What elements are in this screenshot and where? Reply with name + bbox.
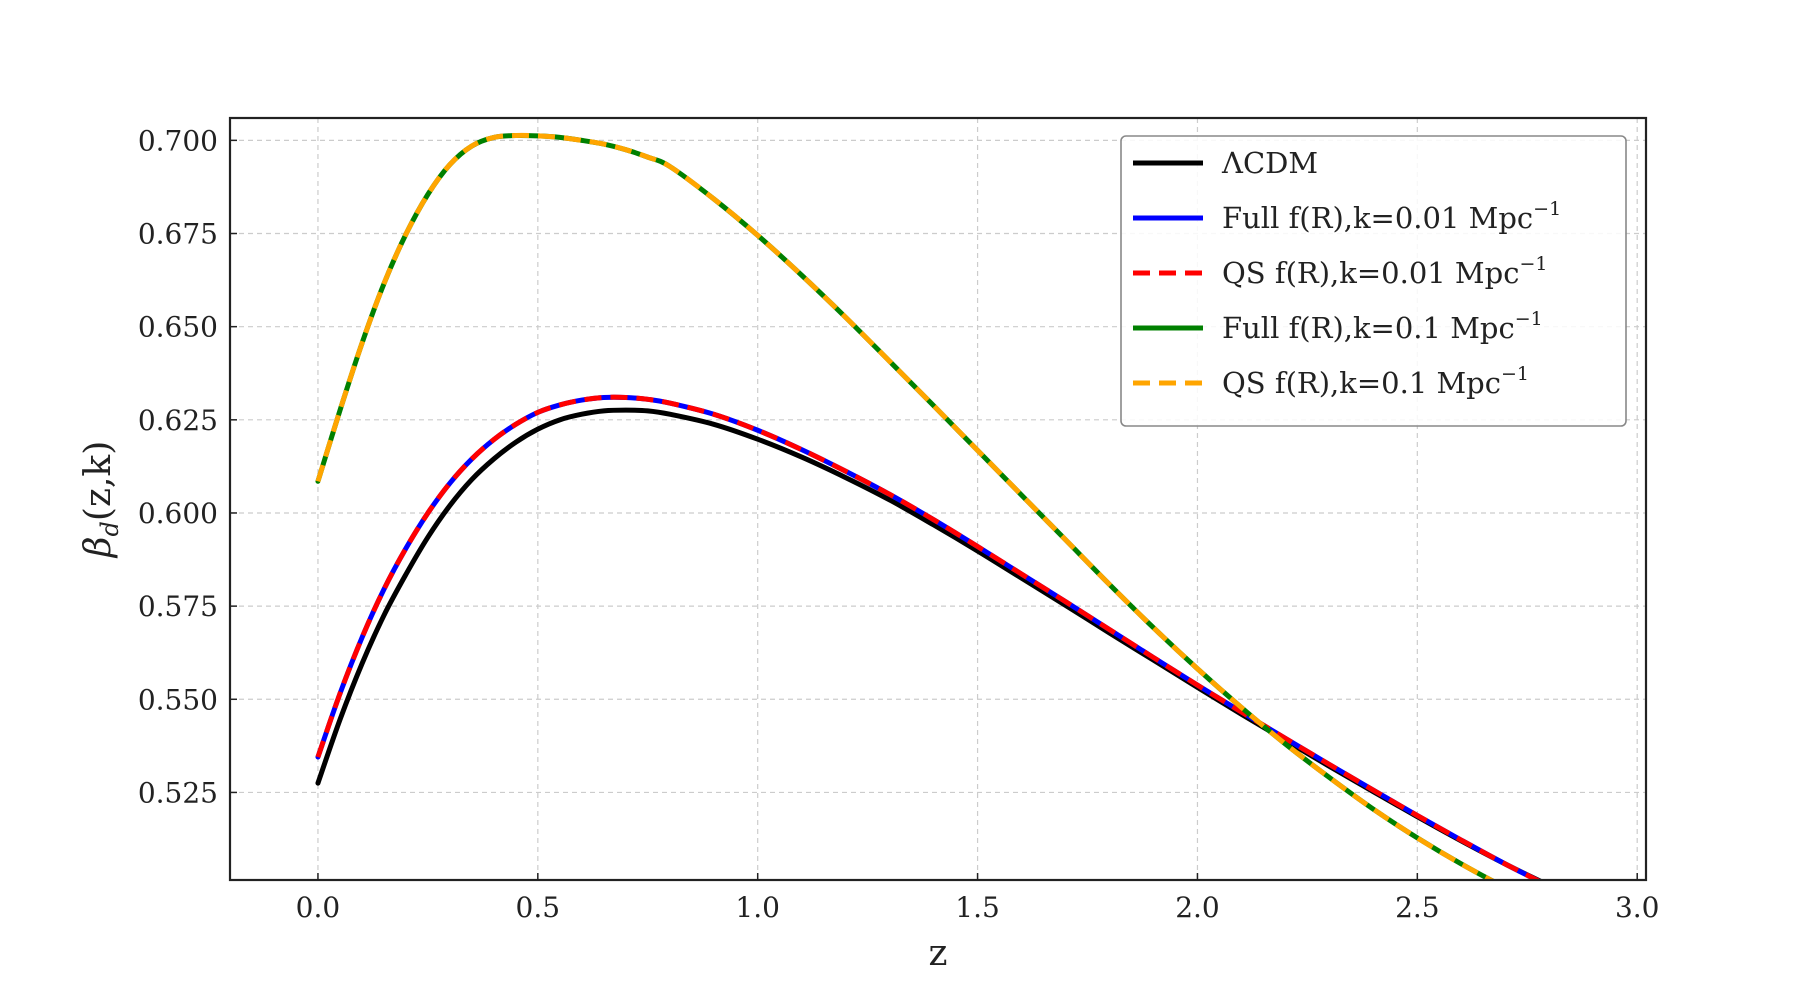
legend-label-4: Full f(R),k=0.1 Mpc−1	[1222, 308, 1543, 345]
legend-label-2: Full f(R),k=0.01 Mpc−1	[1222, 198, 1561, 235]
y-axis-title: βd(z,k)	[78, 441, 124, 560]
legend-label-superscript: −1	[1515, 308, 1543, 330]
x-tick-label: 2.5	[1395, 891, 1440, 924]
y-tick-label: 0.550	[138, 683, 218, 716]
y-tick-label: 0.575	[138, 590, 218, 623]
series-line-5	[315, 132, 1497, 880]
legend-label-superscript: −1	[1533, 198, 1561, 220]
x-axis-title: z	[929, 933, 948, 974]
y-axis: 0.525 0.550 0.575 0.600 0.625 0.650 0.675 0.700	[138, 124, 237, 809]
legend-label-3: QS f(R),k=0.01 Mpc−1	[1222, 253, 1547, 290]
x-axis: 0.0 0.5 1.0 1.5 2.0 2.5 3.0	[296, 873, 1660, 924]
legend-label-base: QS f(R),k=0.01 Mpc	[1222, 256, 1519, 290]
x-tick-label: 3.0	[1615, 891, 1660, 924]
legend-label-base: Full f(R),k=0.1 Mpc	[1222, 311, 1515, 345]
x-tick-label: 2.0	[1175, 891, 1220, 924]
y-tick-label: 0.625	[138, 404, 218, 437]
x-tick-label: 1.5	[955, 891, 1000, 924]
y-tick-label: 0.700	[138, 124, 218, 157]
legend-label-base: ΛCDM	[1221, 146, 1318, 180]
x-tick-label: 1.0	[735, 891, 780, 924]
y-axis-title-subscript: d	[96, 521, 124, 536]
plot-frame	[228, 116, 1648, 882]
legend-label-1: ΛCDM	[1221, 146, 1318, 180]
y-tick-label: 0.650	[138, 311, 218, 344]
y-tick-label: 0.525	[138, 776, 218, 809]
legend-label-base: QS f(R),k=0.1 Mpc	[1222, 366, 1501, 400]
legend-label-base: Full f(R),k=0.01 Mpc	[1222, 201, 1533, 235]
x-tick-label: 0.5	[516, 891, 561, 924]
legend-label-superscript: −1	[1519, 253, 1547, 275]
y-tick-label: 0.600	[138, 497, 218, 530]
legend-label-superscript: −1	[1501, 363, 1529, 385]
y-axis-title-rest: (z,k)	[78, 441, 119, 521]
legend-label-5: QS f(R),k=0.1 Mpc−1	[1222, 363, 1529, 400]
series-layer	[315, 132, 1544, 880]
x-tick-label: 0.0	[296, 891, 341, 924]
y-tick-label: 0.675	[138, 218, 218, 251]
series-line-3	[315, 394, 1543, 880]
legend-box	[1120, 135, 1627, 427]
y-axis-title-symbol: β	[78, 536, 119, 559]
